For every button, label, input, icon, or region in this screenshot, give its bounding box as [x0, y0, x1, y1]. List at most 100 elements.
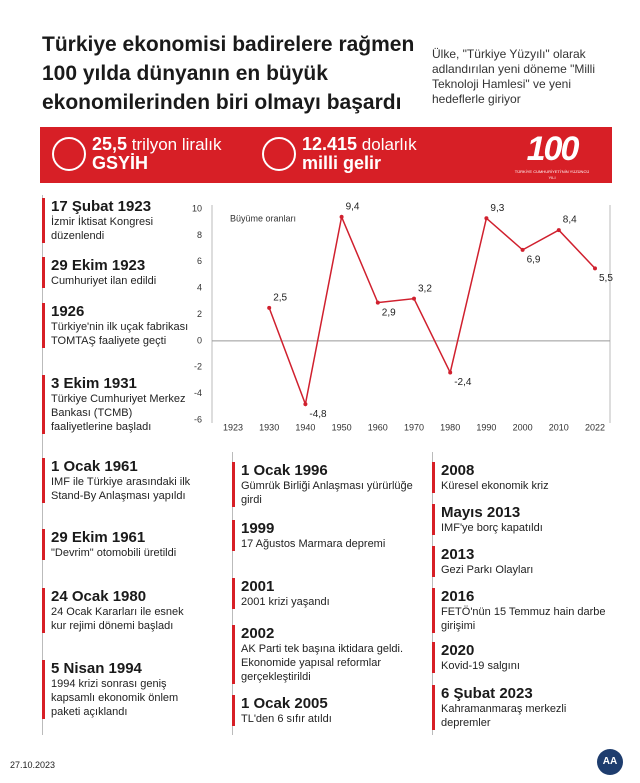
point: [412, 296, 416, 301]
x-tick-label: 1990: [476, 422, 496, 432]
event-text: Türkiye Cumhuriyet Merkez Bankası (TCMB)…: [51, 393, 186, 433]
event-date: 1 Ocak 1961: [51, 458, 138, 475]
timeline-item: 1 Ocak 2005 TL'den 6 sıfır atıldı: [232, 695, 421, 726]
x-tick-label: 1950: [332, 422, 352, 432]
event-text: 1994 krizi sonrası geniş kapsamlı ekonom…: [51, 678, 179, 718]
event-text: Kahramanmaraş merkezli depremler: [441, 703, 567, 729]
x-tick-label: 1940: [295, 422, 315, 432]
event-text: IMF'ye borç kapatıldı: [441, 522, 543, 534]
label: milli gelir: [302, 153, 382, 173]
event-text: İzmir İktisat Kongresi düzenlendi: [51, 216, 154, 242]
event-date: 1926: [51, 303, 85, 320]
y-label: Büyüme oranları: [230, 213, 296, 223]
stat: 25,5 trilyon liralık GSYİH: [92, 135, 222, 173]
timeline-item: 2016 FETÖ'nün 15 Temmuz hain darbe girişi…: [432, 588, 616, 633]
event-text: AK Parti tek başına iktidara geldi. Ekon…: [241, 643, 404, 683]
value-label: 2,5: [273, 293, 287, 304]
event-date: Mayıs 2013: [441, 504, 521, 521]
event-date: 2020: [441, 642, 475, 659]
x-tick-label: 2010: [549, 422, 569, 432]
event-date: 1999: [241, 520, 275, 537]
timeline-item: 1 Ocak 1996 Gümrük Birliği Anlaşması yürü…: [232, 462, 421, 507]
event-text: FETÖ'nün 15 Temmuz hain darbe girişimi: [441, 606, 606, 632]
footer-date: 27.10.2023: [10, 760, 56, 770]
timeline-item: Mayıs 2013 IMF'ye borç kapatıldı: [432, 504, 616, 535]
event-text: 17 Ağustos Marmara depremi: [241, 538, 386, 550]
x-tick-label: 1980: [440, 422, 460, 432]
point: [303, 402, 308, 407]
event-date: 2002: [241, 625, 275, 642]
y-tick-label: 2: [197, 309, 202, 319]
chart: Büyüme oranları -6 -4 -2 0 2 4 6 8 10 1923 1930 194…: [192, 202, 613, 433]
timeline-item: 1999 17 Ağustos Marmara depremi: [232, 520, 421, 551]
value-label: 8,4: [563, 215, 577, 226]
x-tick-label: 1970: [404, 422, 424, 432]
timeline-item: 6 Şubat 2023 Kahramanmaraş merkezli depre…: [432, 685, 616, 730]
event-date: 17 Şubat 1923: [51, 198, 152, 215]
event-text: Cumhuriyet ilan edildi: [51, 275, 157, 287]
value-label: 2,9: [382, 307, 396, 318]
logo-caption: TÜRKİYE CUMHURİYETİ'NİN YÜZÜNCÜ YILI: [514, 169, 590, 180]
timeline-item: 2001 2001 krizi yaşandı: [232, 578, 421, 609]
event-date: 2016: [441, 588, 475, 605]
x-tick-label: 2000: [513, 422, 533, 432]
timeline-item: 3 Ekim 1931 Türkiye Cumhuriyet Merkez Ban…: [42, 375, 196, 434]
event-date: 2001: [241, 578, 275, 595]
event-text: Kovid-19 salgını: [441, 660, 520, 672]
timeline-item: 2013 Gezi Parkı Olayları: [432, 546, 616, 577]
event-text: IMF ile Türkiye arasındaki ilk Stand-By …: [51, 476, 191, 502]
point: [593, 266, 597, 271]
event-text: 2001 krizi yaşandı: [241, 596, 330, 608]
x-tick-label: 1923: [223, 422, 243, 432]
banner: 25,5 trilyon liralık GSYİH 12.415 dolarlı…: [40, 127, 612, 183]
icon: [52, 137, 86, 171]
event-date: 6 Şubat 2023: [441, 685, 533, 702]
event-date: 3 Ekim 1931: [51, 375, 137, 392]
y-tick-label: -6: [194, 414, 202, 424]
value-label: 3,2: [418, 283, 432, 294]
point: [448, 370, 453, 375]
line: [268, 214, 596, 407]
point: [484, 216, 489, 221]
y-tick-label: -4: [194, 388, 202, 398]
value-label: 9,3: [490, 203, 504, 214]
event-text: TL'den 6 sıfır atıldı: [241, 713, 332, 725]
title: Türkiye ekonomisi badirelere rağmen 100 …: [42, 33, 415, 114]
label: GSYİH: [92, 153, 149, 173]
event-text: Küresel ekonomik kriz: [441, 480, 549, 492]
value-label: 9,4: [346, 202, 360, 213]
subtitle: Ülke, "Türkiye Yüzyılı" olarak adlandırı…: [432, 47, 596, 106]
unit: dolarlık: [361, 135, 417, 154]
x-tick-label: 1960: [368, 422, 388, 432]
value-label: 6,9: [527, 255, 541, 266]
event-date: 1 Ocak 2005: [241, 695, 328, 712]
timeline-item: 24 Ocak 1980 24 Ocak Kararları ile esnek …: [42, 588, 196, 633]
timeline-item: 2008 Küresel ekonomik kriz: [432, 462, 616, 493]
timeline-item: 17 Şubat 1923 İzmir İktisat Kongresi düze…: [42, 198, 196, 243]
x-tick-label: 2022: [585, 422, 605, 432]
timeline-item: 29 Ekim 1961 "Devrim" otomobili üretildi: [42, 529, 196, 560]
logo-number: 100: [526, 130, 580, 168]
logo: 100 TÜRKİYE CUMHURİYETİ'NİN YÜZÜNCÜ YILI: [512, 129, 592, 181]
stat: 12.415 dolarlık milli gelir: [302, 135, 417, 173]
event-text: 24 Ocak Kararları ile esnek kur rejimi d…: [51, 606, 184, 632]
timeline-item: 29 Ekim 1923 Cumhuriyet ilan edildi: [42, 257, 196, 288]
timeline-item: 2020 Kovid-19 salgını: [432, 642, 616, 673]
event-date: 5 Nisan 1994: [51, 660, 142, 677]
event-date: 2008: [441, 462, 475, 479]
event-date: 24 Ocak 1980: [51, 588, 147, 605]
value-label: 5,5: [599, 273, 613, 284]
point: [267, 305, 272, 310]
event-date: 2013: [441, 546, 475, 563]
y-tick-label: 4: [197, 283, 202, 293]
value-label: -4,8: [309, 409, 327, 420]
y-tick-label: -2: [194, 362, 202, 372]
amount: 12.415: [302, 134, 358, 154]
timeline-item: 1926 Türkiye'nin ilk uçak fabrikası TOMTA…: [42, 303, 196, 348]
point: [520, 247, 525, 252]
event-date: 1 Ocak 1996: [241, 462, 328, 479]
x-tick-label: 1930: [259, 422, 279, 432]
timeline-item: 5 Nisan 1994 1994 krizi sonrası geniş kap…: [42, 660, 196, 719]
value-label: -2,4: [454, 377, 472, 388]
